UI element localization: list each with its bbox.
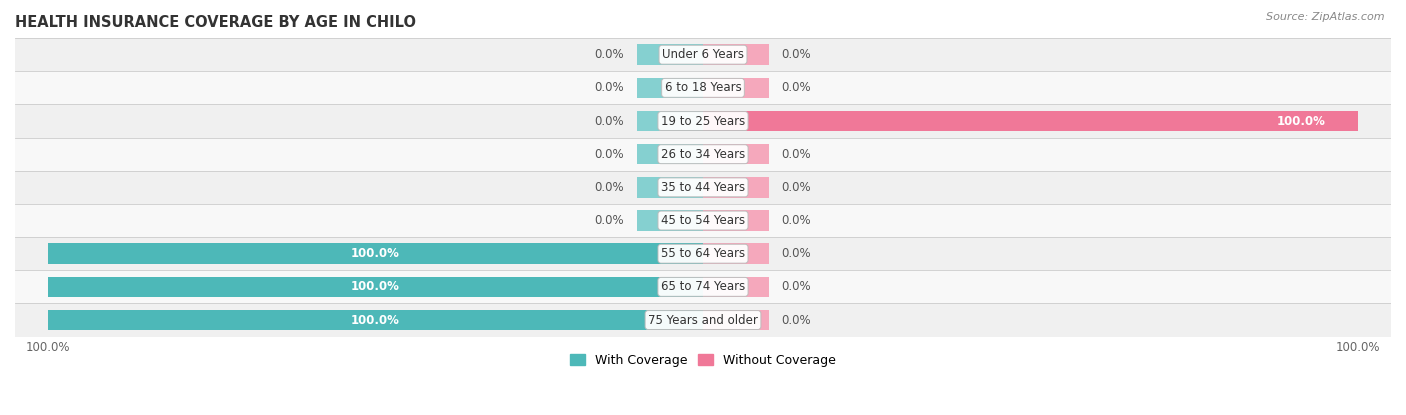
Bar [15, 138, 1391, 171]
Text: 0.0%: 0.0% [782, 281, 811, 293]
Text: 0.0%: 0.0% [595, 81, 624, 94]
Bar [703, 210, 769, 231]
Text: 0.0%: 0.0% [782, 181, 811, 194]
Bar [703, 276, 769, 297]
Text: Under 6 Years: Under 6 Years [662, 48, 744, 61]
Bar [15, 171, 1391, 204]
Bar [703, 177, 769, 198]
Text: 0.0%: 0.0% [782, 81, 811, 94]
Bar [15, 237, 1391, 270]
Text: 0.0%: 0.0% [595, 148, 624, 161]
Text: 0.0%: 0.0% [595, 181, 624, 194]
Bar [48, 310, 703, 330]
Bar [15, 303, 1391, 337]
Bar [15, 270, 1391, 303]
Bar [637, 144, 703, 164]
Text: 0.0%: 0.0% [782, 214, 811, 227]
Bar [703, 111, 1358, 131]
Bar [15, 105, 1391, 138]
Bar [48, 244, 703, 264]
Text: 45 to 54 Years: 45 to 54 Years [661, 214, 745, 227]
Text: 0.0%: 0.0% [782, 148, 811, 161]
Bar [637, 111, 703, 131]
Text: 0.0%: 0.0% [782, 48, 811, 61]
Bar [703, 78, 769, 98]
Bar [703, 144, 769, 164]
Text: 100.0%: 100.0% [352, 313, 399, 327]
Bar [703, 44, 769, 65]
Bar [637, 78, 703, 98]
Text: 100.0%: 100.0% [1277, 115, 1326, 127]
Bar [15, 71, 1391, 105]
Text: 19 to 25 Years: 19 to 25 Years [661, 115, 745, 127]
Text: 55 to 64 Years: 55 to 64 Years [661, 247, 745, 260]
Bar [48, 276, 703, 297]
Bar [15, 38, 1391, 71]
Text: 100.0%: 100.0% [352, 281, 399, 293]
Text: 65 to 74 Years: 65 to 74 Years [661, 281, 745, 293]
Text: 6 to 18 Years: 6 to 18 Years [665, 81, 741, 94]
Text: 0.0%: 0.0% [595, 214, 624, 227]
Text: 0.0%: 0.0% [782, 247, 811, 260]
Text: 75 Years and older: 75 Years and older [648, 313, 758, 327]
Text: 26 to 34 Years: 26 to 34 Years [661, 148, 745, 161]
Text: 0.0%: 0.0% [595, 115, 624, 127]
Bar [637, 44, 703, 65]
Text: 35 to 44 Years: 35 to 44 Years [661, 181, 745, 194]
Text: 100.0%: 100.0% [352, 247, 399, 260]
Text: 0.0%: 0.0% [782, 313, 811, 327]
Legend: With Coverage, Without Coverage: With Coverage, Without Coverage [565, 349, 841, 372]
Bar [703, 244, 769, 264]
Bar [15, 204, 1391, 237]
Bar [637, 177, 703, 198]
Bar [637, 210, 703, 231]
Text: Source: ZipAtlas.com: Source: ZipAtlas.com [1267, 12, 1385, 22]
Text: HEALTH INSURANCE COVERAGE BY AGE IN CHILO: HEALTH INSURANCE COVERAGE BY AGE IN CHIL… [15, 15, 416, 30]
Text: 0.0%: 0.0% [595, 48, 624, 61]
Bar [703, 310, 769, 330]
